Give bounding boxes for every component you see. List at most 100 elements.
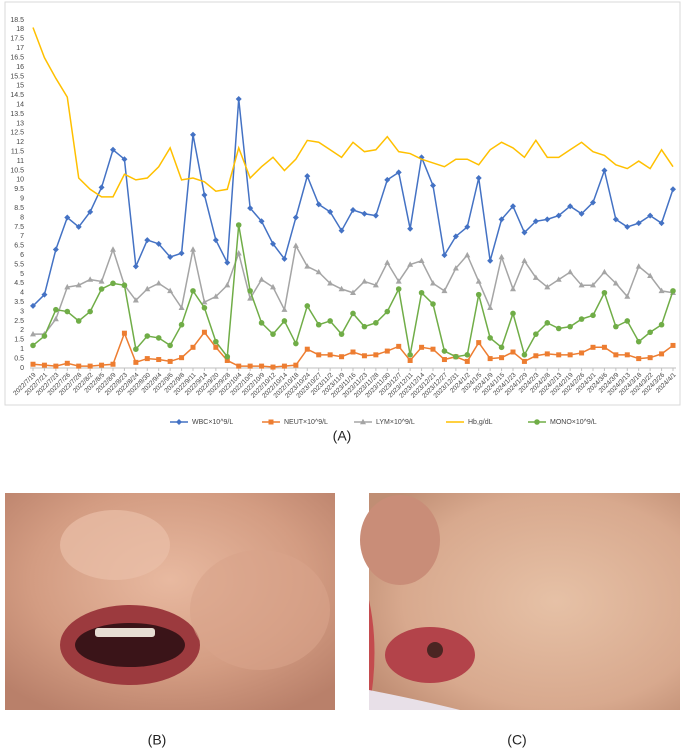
marker [121, 282, 128, 289]
marker [30, 342, 36, 349]
marker [544, 351, 550, 357]
marker [258, 320, 265, 326]
marker [99, 362, 105, 368]
marker [384, 176, 391, 183]
marker [201, 329, 207, 335]
marker [361, 323, 368, 330]
marker [53, 306, 59, 313]
y-tick-label: 9 [20, 196, 24, 203]
marker [487, 356, 493, 362]
y-tick-label: 10.5 [10, 167, 24, 174]
marker [87, 276, 94, 282]
marker [338, 227, 345, 234]
marker [236, 363, 242, 369]
marker [270, 240, 276, 247]
marker [155, 335, 162, 341]
legend-label: Hb,g/dL [468, 419, 493, 426]
y-tick-label: 14.5 [10, 92, 24, 99]
marker [110, 146, 116, 153]
marker [87, 308, 93, 315]
y-tick-label: 7 [20, 233, 24, 240]
marker [270, 364, 276, 370]
marker [635, 220, 642, 227]
y-tick-label: 3.5 [14, 299, 24, 306]
marker [258, 218, 265, 225]
y-tick-label: 16 [16, 64, 24, 71]
marker [338, 285, 345, 292]
marker [601, 268, 608, 275]
marker [464, 352, 471, 358]
marker [613, 352, 619, 358]
marker [395, 169, 402, 176]
marker [121, 330, 127, 336]
panel-label: (C) [507, 732, 526, 748]
photo-b [5, 493, 335, 710]
marker [384, 259, 391, 265]
marker [179, 355, 185, 361]
marker [464, 251, 471, 258]
marker [178, 321, 185, 328]
marker [144, 285, 151, 292]
marker [532, 218, 539, 225]
marker [521, 257, 528, 263]
marker [476, 340, 482, 346]
marker [647, 329, 653, 336]
marker [430, 301, 436, 307]
y-tick-label: 18 [16, 26, 24, 33]
marker [201, 191, 208, 198]
y-tick-label: 6 [20, 252, 24, 259]
marker [533, 353, 539, 359]
y-tick-label: 7.5 [14, 224, 24, 231]
marker [647, 355, 653, 361]
marker [475, 291, 482, 298]
marker [407, 352, 413, 358]
marker [452, 265, 459, 271]
marker [30, 302, 36, 309]
legend-label: NEUT×10^9/L [284, 419, 328, 426]
marker [510, 203, 516, 210]
marker [293, 362, 299, 368]
y-tick-label: 8.5 [14, 205, 24, 212]
marker [647, 212, 654, 219]
marker [498, 344, 505, 351]
y-tick-label: 15 [16, 83, 24, 90]
marker [178, 304, 185, 311]
marker [636, 356, 642, 362]
marker [190, 246, 196, 252]
marker [418, 257, 425, 263]
marker [452, 233, 459, 240]
marker [167, 254, 174, 261]
marker [235, 96, 242, 103]
marker [396, 343, 402, 349]
marker [624, 318, 631, 324]
marker [292, 242, 299, 248]
marker [247, 288, 253, 294]
marker [441, 252, 448, 259]
marker [578, 210, 585, 217]
chart-frame [4, 1, 681, 406]
y-tick-label: 8 [20, 214, 24, 221]
panel-label: (B) [148, 732, 167, 748]
marker [464, 358, 470, 364]
marker [384, 308, 391, 315]
marker [360, 418, 366, 425]
marker [487, 257, 494, 264]
photo-c [360, 493, 680, 710]
marker [41, 291, 48, 298]
marker [327, 352, 333, 358]
marker [372, 212, 379, 219]
marker [555, 276, 562, 282]
marker [64, 308, 71, 315]
marker [534, 419, 540, 425]
marker [350, 310, 356, 317]
marker [315, 201, 322, 208]
marker [304, 263, 311, 269]
marker [212, 237, 219, 244]
marker [224, 353, 231, 360]
y-tick-label: 4 [20, 290, 24, 297]
y-tick-label: 12 [16, 139, 24, 146]
marker [75, 318, 82, 324]
marker [544, 320, 551, 326]
marker [418, 289, 425, 296]
